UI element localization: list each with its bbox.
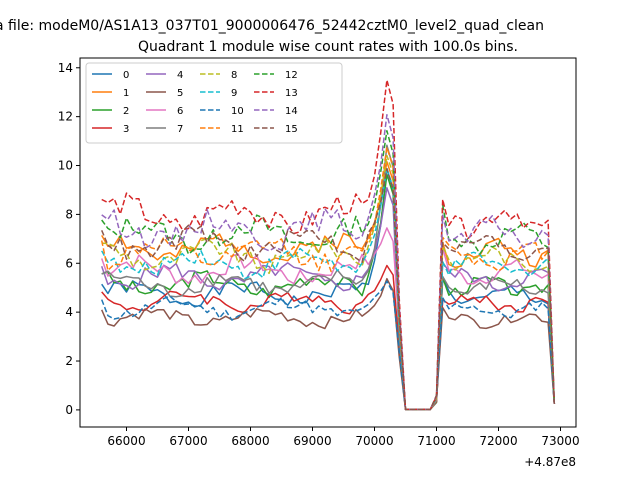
series-line-8 xyxy=(101,154,556,411)
figure-title: a file: modeM0/AS1A13_037T01_9000006476_… xyxy=(0,18,544,34)
x-offset-label: +4.87e8 xyxy=(524,455,576,469)
x-tick-label: 67000 xyxy=(169,434,207,448)
legend-box xyxy=(85,62,343,144)
legend-label-5: 5 xyxy=(177,88,183,99)
series-line-14 xyxy=(101,113,556,411)
x-tick-label: 73000 xyxy=(541,434,579,448)
x-tick-label: 71000 xyxy=(417,434,455,448)
y-tick-label: 14 xyxy=(58,61,73,75)
legend-label-11: 11 xyxy=(231,124,244,135)
series-line-6 xyxy=(100,227,556,411)
y-tick-label: 6 xyxy=(65,256,73,270)
series-lines xyxy=(100,79,556,411)
legend-label-7: 7 xyxy=(177,124,183,135)
series-line-13 xyxy=(101,79,556,411)
series-line-11 xyxy=(100,146,556,411)
legend-label-2: 2 xyxy=(123,106,129,117)
legend-label-1: 1 xyxy=(123,88,129,99)
series-line-1 xyxy=(101,161,556,411)
legend-label-10: 10 xyxy=(231,106,244,117)
series-line-10 xyxy=(101,280,556,411)
x-tick-label: 66000 xyxy=(107,434,145,448)
x-tick-label: 70000 xyxy=(355,434,393,448)
legend-label-15: 15 xyxy=(285,124,298,135)
plot-frame xyxy=(79,57,577,428)
series-line-4 xyxy=(100,187,556,411)
legend-label-14: 14 xyxy=(285,106,298,117)
y-tick-label: 4 xyxy=(65,305,73,319)
y-tick-label: 12 xyxy=(58,110,73,124)
series-line-7 xyxy=(101,144,556,411)
x-axis: 66000 67000 68000 69000 70000 71000 72000 73000 xyxy=(107,427,580,448)
legend-label-13: 13 xyxy=(285,88,298,99)
series-line-5 xyxy=(101,277,556,411)
series-line-15 xyxy=(101,168,556,411)
legend-label-3: 3 xyxy=(123,124,129,135)
legend-label-6: 6 xyxy=(177,106,183,117)
legend-label-12: 12 xyxy=(285,70,298,81)
series-line-3 xyxy=(101,264,556,411)
legend-label-9: 9 xyxy=(231,88,237,99)
x-tick-label: 69000 xyxy=(293,434,331,448)
y-tick-label: 8 xyxy=(65,207,73,221)
legend-label-8: 8 xyxy=(231,70,237,81)
chart-title: Quadrant 1 module wise count rates with … xyxy=(138,39,518,55)
y-axis: 0 2 4 6 8 10 12 14 xyxy=(58,61,80,417)
x-tick-label: 68000 xyxy=(231,434,269,448)
y-tick-label: 2 xyxy=(65,354,73,368)
y-tick-label: 0 xyxy=(65,403,73,417)
x-tick-label: 72000 xyxy=(479,434,517,448)
legend-label-0: 0 xyxy=(123,70,129,81)
legend-label-4: 4 xyxy=(177,70,183,81)
y-tick-label: 10 xyxy=(58,159,73,173)
